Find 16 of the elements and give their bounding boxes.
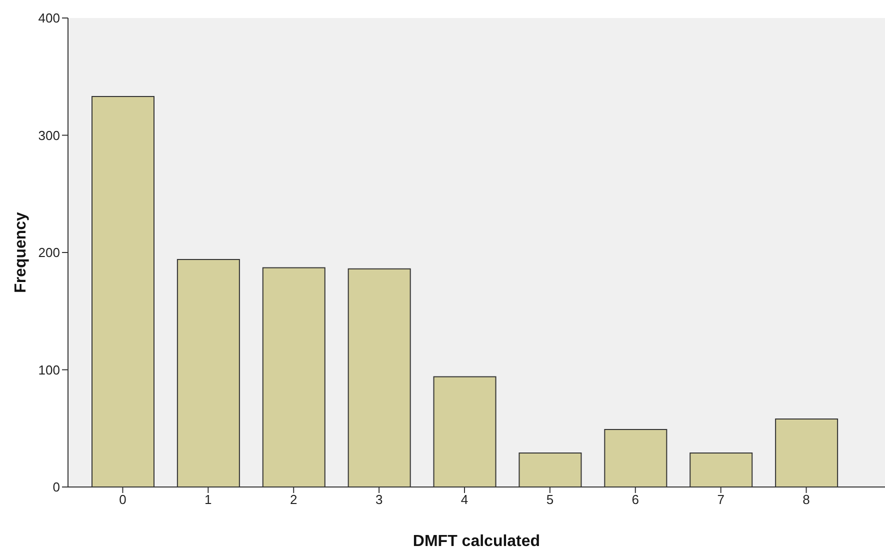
x-tick-label: 1 <box>204 492 212 508</box>
x-tick-label: 0 <box>119 492 126 508</box>
y-tick-label: 100 <box>38 362 60 378</box>
x-tick-label: 7 <box>717 492 724 508</box>
y-tick-label: 200 <box>38 245 60 260</box>
x-tick-label: 6 <box>632 492 640 508</box>
x-tick-label: 4 <box>460 492 468 508</box>
y-axis-title: Frequency <box>12 212 30 293</box>
x-tick-label: 3 <box>375 492 383 508</box>
y-tick-label: 300 <box>38 128 60 143</box>
x-tick-label: 8 <box>802 492 810 508</box>
x-axis-title: DMFT calculated <box>412 533 540 548</box>
x-tick-label: 5 <box>546 492 554 508</box>
y-tick-label: 0 <box>52 480 60 495</box>
x-tick-label: 2 <box>290 492 298 508</box>
y-tick-label: 400 <box>38 10 60 26</box>
